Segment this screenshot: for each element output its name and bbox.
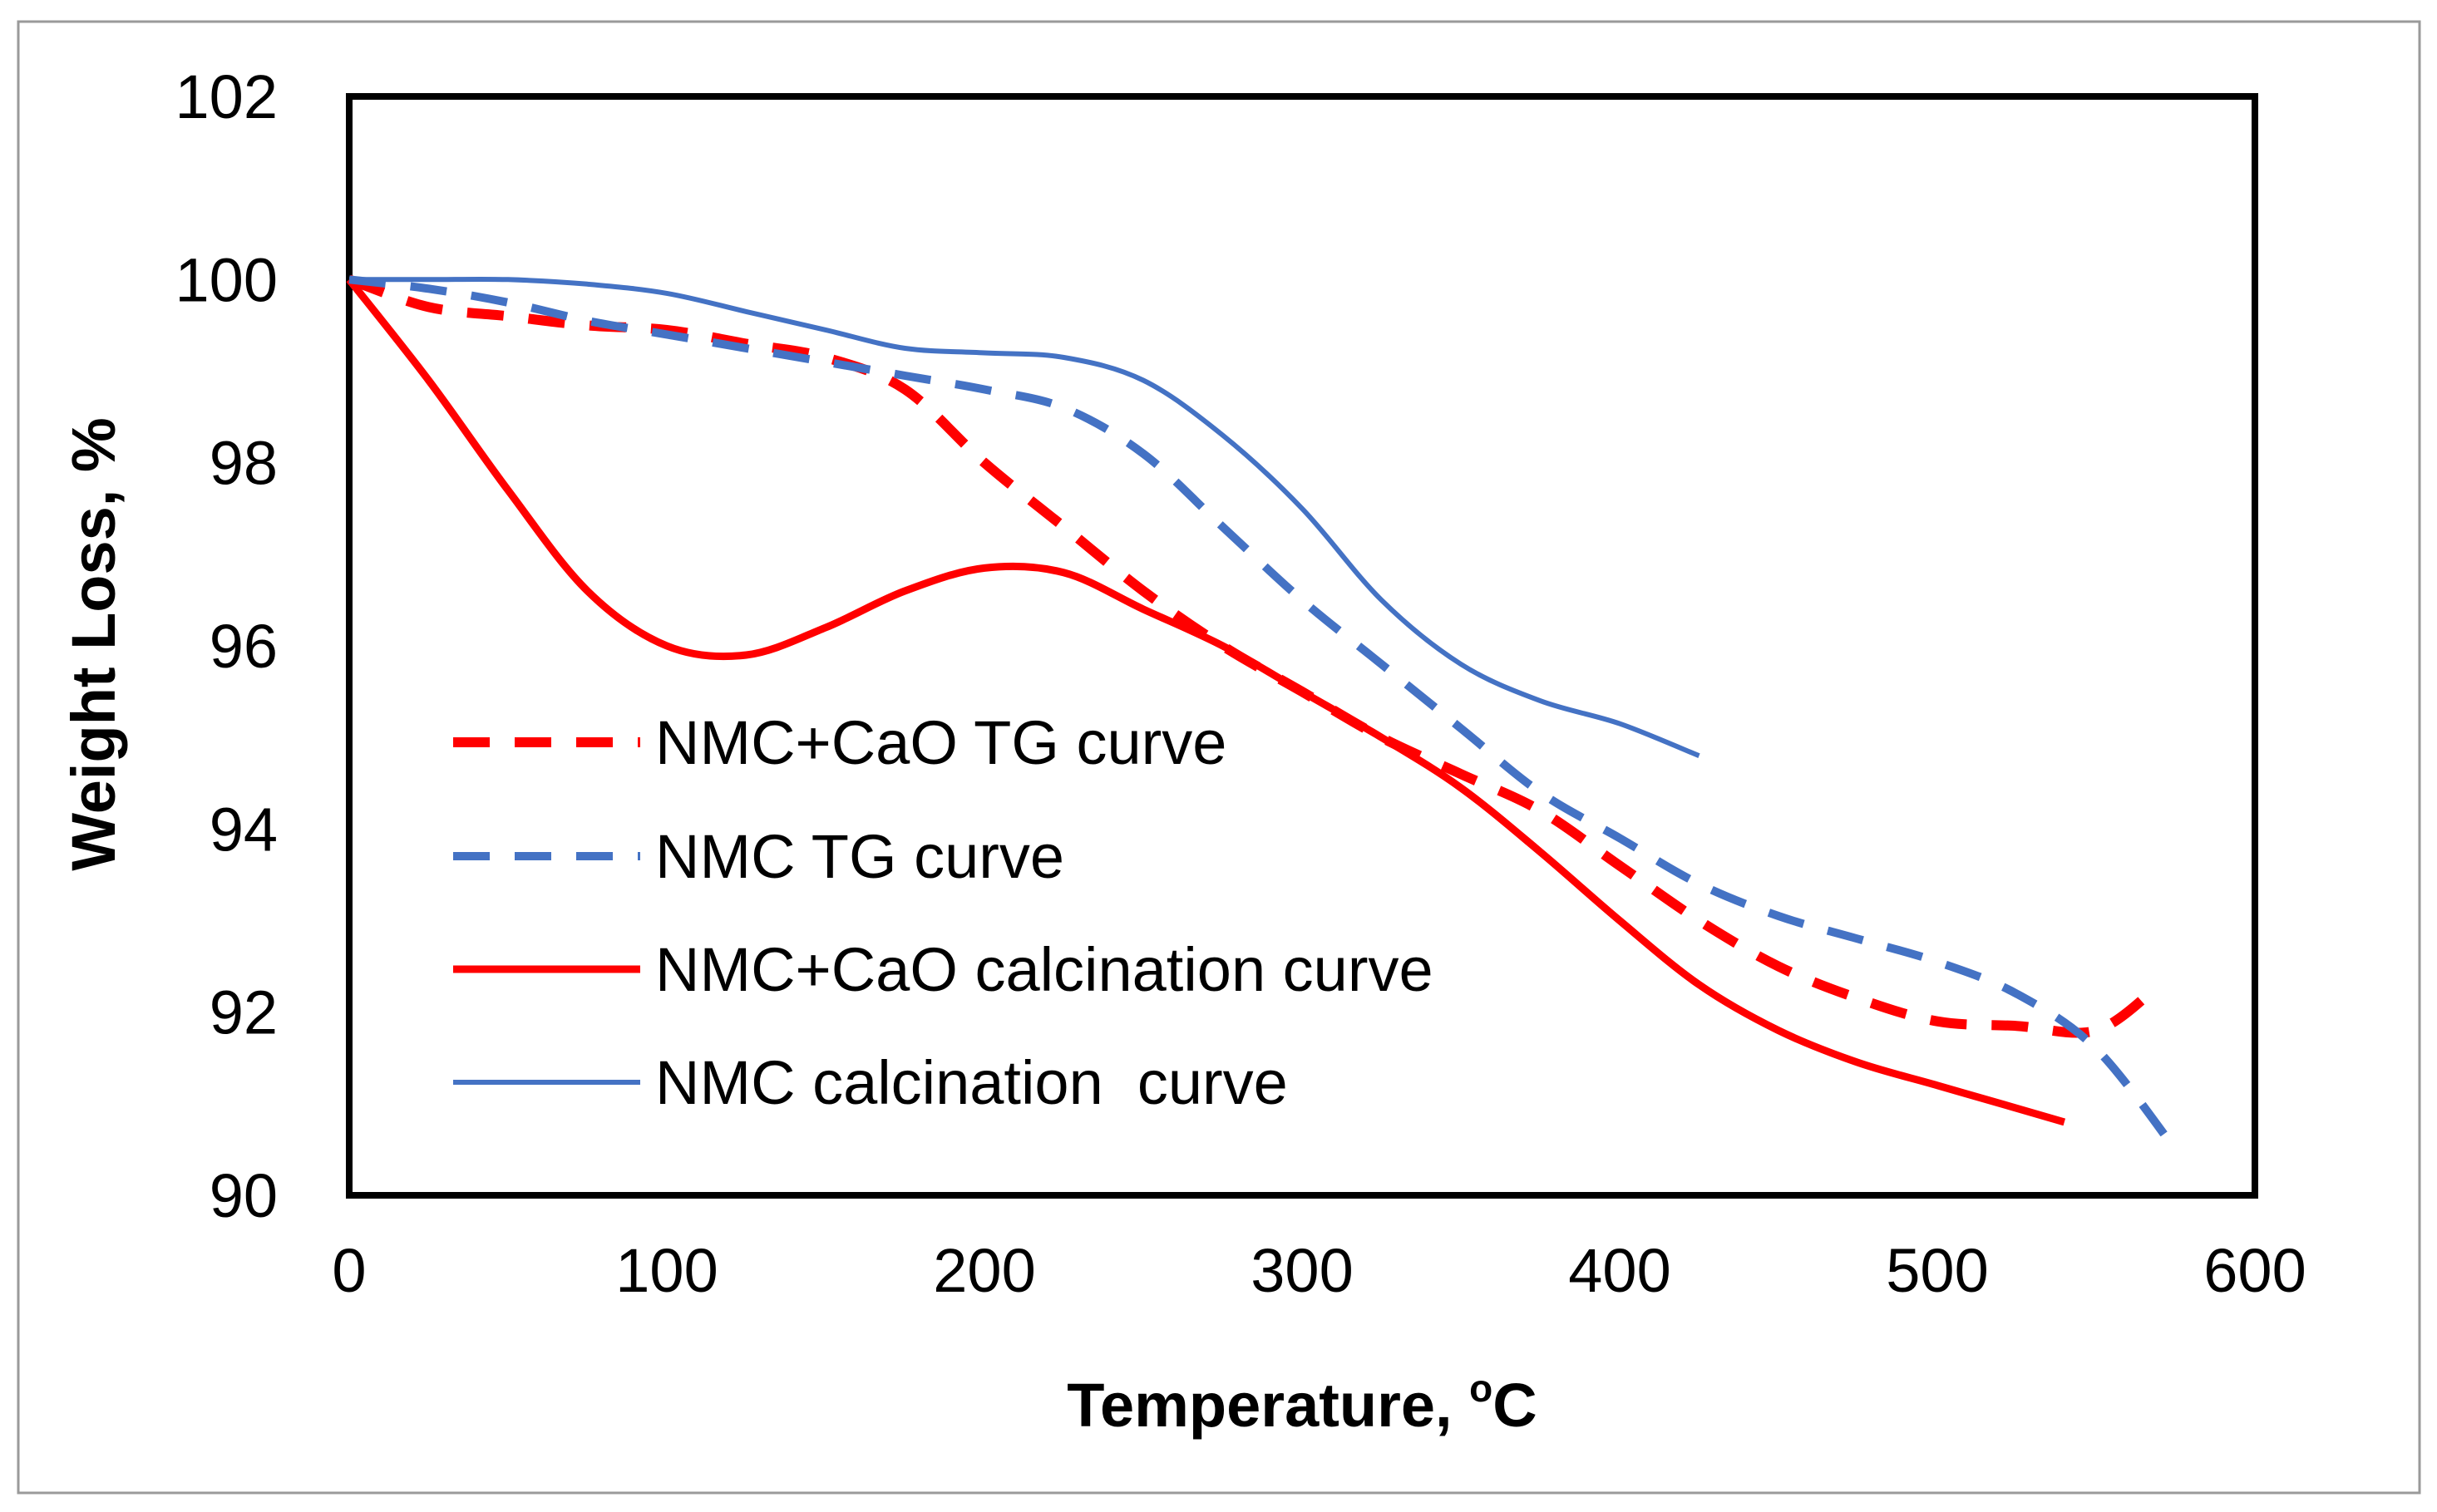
x-tick-label: 300: [1251, 1236, 1353, 1305]
series-line-3: [346, 277, 2066, 1126]
x-tick-label: 200: [933, 1236, 1035, 1305]
legend-label-2: NMC TG curve: [655, 822, 1064, 891]
x-tick-label: 500: [1886, 1236, 1988, 1305]
x-tick-label: 600: [2203, 1236, 2306, 1305]
x-tick-label: 0: [332, 1236, 366, 1305]
y-axis-ticks: 90 92 94 96 98 100 102: [175, 62, 278, 1230]
plot-area: [346, 93, 2258, 1199]
x-tick-label: 100: [615, 1236, 718, 1305]
x-axis-title-superscript: o: [1469, 1367, 1492, 1410]
x-tick-label: 400: [1568, 1236, 1670, 1305]
y-tick-label: 96: [210, 612, 278, 681]
y-tick-label: 94: [210, 795, 278, 864]
x-axis-title-unit: C: [1492, 1371, 1537, 1440]
series-layer: [346, 274, 2179, 1152]
legend-label-1: NMC+CaO TG curve: [655, 708, 1226, 777]
legend-label-3: NMC+CaO calcination curve: [655, 935, 1433, 1004]
y-axis-title: Weight Loss, %: [59, 417, 128, 870]
series-line-2: [348, 275, 2179, 1152]
legend: NMC+CaO TG curve NMC TG curve NMC+CaO calc…: [453, 708, 1433, 1117]
y-tick-label: 98: [210, 429, 278, 498]
legend-label-4: NMC calcination curve: [655, 1048, 1288, 1117]
series-line-4: [349, 276, 1700, 758]
y-tick-label: 102: [175, 62, 278, 131]
y-tick-label: 92: [210, 978, 278, 1047]
y-tick-label: 90: [210, 1161, 278, 1230]
x-axis-title-text: Temperature,: [1067, 1371, 1469, 1440]
x-axis-ticks: 0 100 200 300 400 500 600: [332, 1236, 2306, 1305]
y-tick-label: 100: [175, 245, 278, 314]
x-axis-title: Temperature, oC: [1067, 1367, 1537, 1440]
series-line-1: [348, 274, 2163, 1038]
